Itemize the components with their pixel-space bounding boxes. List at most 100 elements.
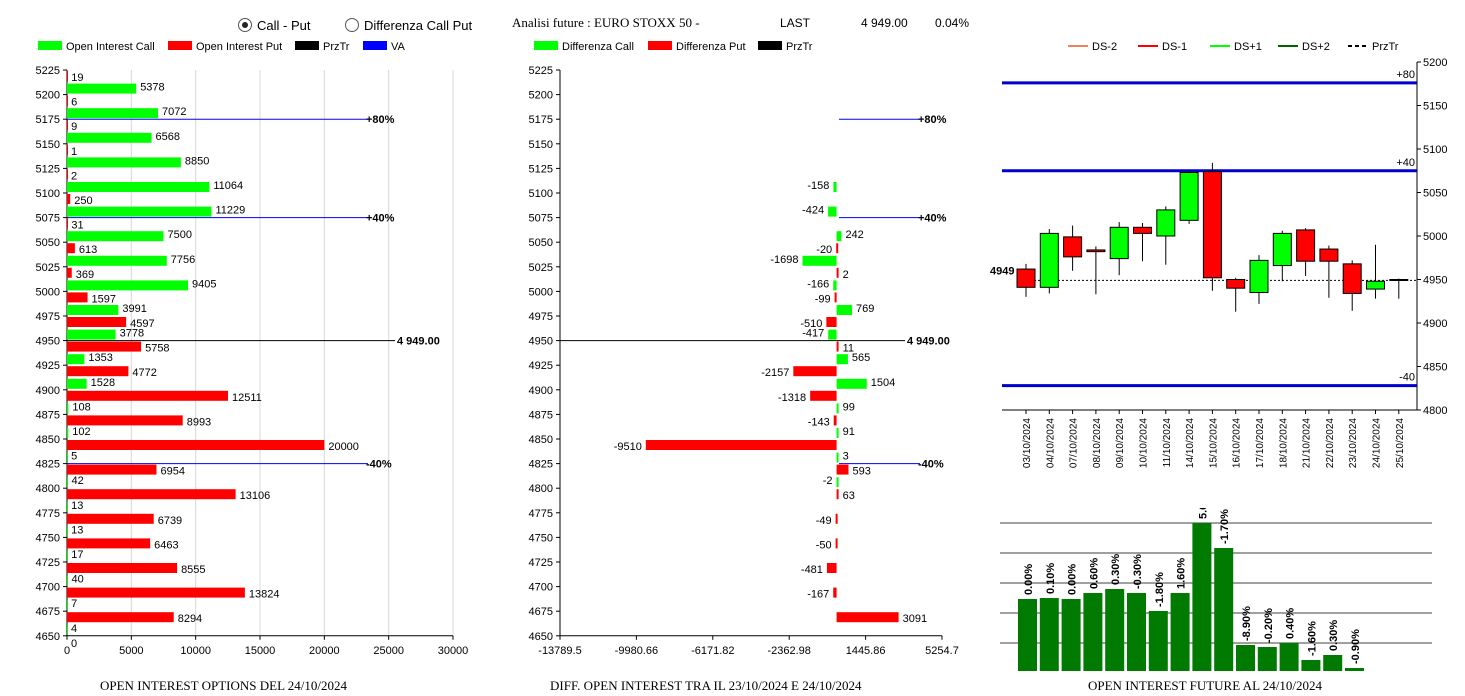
candle-body <box>1249 259 1269 294</box>
diff-call-put-radio[interactable] <box>345 18 359 32</box>
put-value-label: 2 <box>843 269 849 281</box>
x-tick-label: 5000 <box>119 645 143 657</box>
put-value-label: 13106 <box>240 490 271 502</box>
call-value-label: 1528 <box>91 377 115 389</box>
price-label: 4 949.00 <box>397 336 440 348</box>
call-value-label: -158 <box>807 180 829 192</box>
call-value-label: -166 <box>807 278 829 290</box>
call-bar <box>67 108 158 119</box>
call-value-label: 13 <box>71 524 83 536</box>
call-value-label: 7500 <box>168 229 192 241</box>
va-band-label: +80 <box>1396 69 1415 81</box>
put-value-label: 8993 <box>187 416 211 428</box>
call-value-label: 565 <box>852 352 870 364</box>
x-tick-label: 0 <box>64 645 70 657</box>
call-bar <box>67 403 69 414</box>
call-value-label: 769 <box>856 303 874 315</box>
oi-bar <box>1127 593 1146 671</box>
put-value-label: -1318 <box>778 392 806 404</box>
call-value-label: -417 <box>802 328 824 340</box>
call-bar <box>67 378 87 389</box>
oi-bar-label: -0.30% <box>1132 554 1144 589</box>
x-tick-label: 1445.86 <box>846 645 886 657</box>
oi-bar-label: 5.60% <box>1197 508 1209 519</box>
call-put-radio-label: Call - Put <box>257 18 311 33</box>
date-label: 23/10/2024 <box>1348 418 1359 468</box>
last-value: 4 949.00 <box>861 16 908 30</box>
call-bar <box>836 305 853 315</box>
put-bar <box>836 612 899 623</box>
strike-label: 4675 <box>529 606 553 618</box>
call-value-label: 7 <box>71 598 77 610</box>
call-value-label: -2 <box>823 475 833 487</box>
call-bar <box>833 182 837 192</box>
put-bar <box>835 538 838 549</box>
put-value-label: -20 <box>816 244 832 256</box>
candle-body <box>1016 268 1036 288</box>
put-value-label: 4772 <box>132 367 156 379</box>
call-bar <box>67 600 68 611</box>
va-label: +40% <box>918 213 947 225</box>
x-tick-label: 5254.7 <box>925 645 959 657</box>
legend-label: PrzTr <box>1372 41 1399 53</box>
date-label: 07/10/2024 <box>1069 418 1080 468</box>
candle-body <box>1296 229 1316 262</box>
strike-label: 5100 <box>529 188 553 200</box>
date-label: 03/10/2024 <box>1022 418 1033 468</box>
strike-label: 4850 <box>36 434 60 446</box>
call-bar <box>67 624 68 635</box>
put-value-label: 6954 <box>160 466 184 478</box>
y-tick-label: 4900 <box>1423 318 1447 330</box>
va-band-label: -40 <box>1399 372 1415 384</box>
candle-body <box>1133 226 1152 234</box>
strike-label: 5100 <box>36 188 60 200</box>
strike-label: 5125 <box>36 163 60 175</box>
put-bar <box>836 341 839 352</box>
call-bar <box>67 157 181 168</box>
call-value-label: 5378 <box>140 82 164 94</box>
analysis-title: Analisi future : EURO STOXX 50 - <box>512 15 700 30</box>
put-bar <box>67 95 68 106</box>
candle-body <box>1342 263 1362 294</box>
oi-bar-label: -8.90% <box>1241 606 1253 641</box>
last-change: 0.04% <box>935 16 970 30</box>
strike-label: 4775 <box>529 508 553 520</box>
strike-label: 4975 <box>36 311 60 323</box>
call-value-label: 6568 <box>156 131 180 143</box>
diff-open-interest-chart: Differenza Call Differenza Put PrzTr -13789… <box>529 41 959 657</box>
call-value-label: 7072 <box>162 106 186 118</box>
strike-label: 5200 <box>529 90 553 102</box>
oi-bar <box>1323 655 1343 671</box>
x-tick-label: 20000 <box>309 645 340 657</box>
call-bar <box>836 354 848 365</box>
put-bar <box>826 563 837 573</box>
put-value-label: 6463 <box>154 539 178 551</box>
strike-label: 4750 <box>529 532 553 544</box>
oi-bar-label: 0.00% <box>1023 564 1035 595</box>
legend-swatch <box>758 41 782 50</box>
put-bar <box>67 440 325 450</box>
call-bar <box>67 354 85 365</box>
x-tick-label: -2362.98 <box>767 645 810 657</box>
put-bar <box>67 415 183 426</box>
put-value-label: 250 <box>74 195 92 207</box>
candle-body <box>1202 171 1222 279</box>
oi-bar <box>1170 593 1190 671</box>
call-put-radio[interactable] <box>238 18 252 32</box>
call-value-label: 91 <box>843 426 855 438</box>
call-bar <box>67 182 210 192</box>
call-bar <box>67 206 212 217</box>
strike-label: 5150 <box>36 139 60 151</box>
future-candlestick-chart: DS-2 DS-1 DS+1 DS+2 PrzTr 4800 4850 4900 4950 500… <box>990 41 1447 468</box>
call-value-label: 8850 <box>185 155 209 167</box>
candle-body <box>1366 280 1385 290</box>
strike-label: 5175 <box>36 114 60 126</box>
oi-bar <box>1018 599 1037 671</box>
call-bar <box>67 305 119 315</box>
call-value-label: 13 <box>71 500 83 512</box>
put-value-label: 6739 <box>158 515 182 527</box>
date-label: 15/10/2024 <box>1208 418 1219 468</box>
y-tick-label: 4950 <box>1423 275 1447 287</box>
call-value-label: 3 <box>843 451 849 463</box>
call-value-label: 17 <box>71 549 83 561</box>
